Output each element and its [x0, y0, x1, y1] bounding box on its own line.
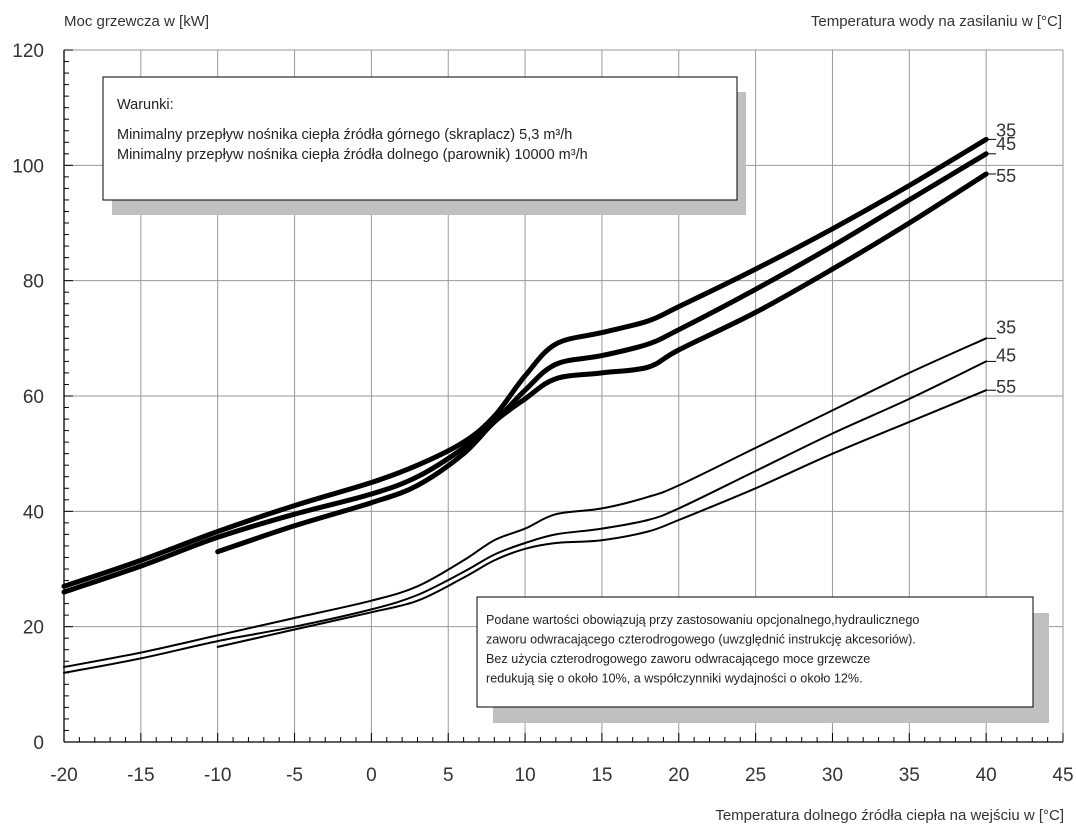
- x-tick-label: 35: [899, 765, 920, 786]
- note-box-line: Podane wartości obowiązują przy zastosow…: [486, 613, 919, 627]
- x-tick-label: 25: [745, 765, 766, 786]
- annotation-boxes: Warunki: Minimalny przepływ nośnika ciepł…: [102, 76, 1049, 723]
- series-line-thin-45: [63, 360, 988, 674]
- x-tick-label: 40: [976, 765, 997, 786]
- x-tick-label: -20: [50, 765, 77, 786]
- series-lines: [61, 136, 989, 674]
- x-tick-label: -5: [286, 765, 303, 786]
- series-line-heavy-45: [61, 151, 989, 595]
- minor-ticks: [63, 49, 1064, 743]
- x-tick-label: 15: [591, 765, 612, 786]
- series-label-thin-45: 45: [996, 345, 1016, 365]
- conditions-box: [102, 76, 738, 201]
- series-label-thin-55: 55: [996, 377, 1016, 397]
- x-tick-label: 10: [515, 765, 536, 786]
- y-tick-label: 40: [23, 502, 44, 523]
- conditions-box-line: Minimalny przepływ nośnika ciepła źródła…: [117, 147, 588, 163]
- x-tick-label: 0: [366, 765, 377, 786]
- series-line-thin-55: [216, 389, 988, 648]
- series-line-heavy-55: [215, 171, 989, 555]
- y-tick-label: 120: [12, 41, 44, 62]
- note-box: [476, 596, 1034, 708]
- x-tick-label: 30: [822, 765, 843, 786]
- x-tick-label: -10: [204, 765, 231, 786]
- x-tick-label: -15: [127, 765, 154, 786]
- x-tick-label: 20: [668, 765, 689, 786]
- x-axis-label: Temperatura dolnego źródła ciepła na wej…: [715, 807, 1064, 824]
- note-box-line: redukują się o około 10%, a współczynnik…: [486, 672, 863, 686]
- series-line-thin-35: [63, 337, 988, 668]
- series-label-thin-35: 35: [996, 317, 1016, 337]
- series-label-heavy-35: 35: [996, 120, 1016, 140]
- conditions-box-line: Minimalny przepływ nośnika ciepła źródła…: [117, 127, 572, 143]
- y-axis-label: Moc grzewcza w [kW]: [64, 13, 209, 30]
- y-tick-label: 60: [23, 387, 44, 408]
- x-tick-label: 45: [1052, 765, 1073, 786]
- series-group-label: Temperatura wody na zasilaniu w [°C]: [811, 13, 1062, 30]
- y-tick-label: 20: [23, 618, 44, 639]
- axes: [63, 50, 1063, 743]
- x-tick-label: 5: [443, 765, 454, 786]
- conditions-box-line: Warunki:: [117, 97, 174, 113]
- tick-labels: -20 -15 -10 -5 0 5 10 15 20 25 30 35 40 45 0 20 40 60 80 10…: [12, 41, 1073, 786]
- note-box-line: zaworu odwracającego czterodrogowego (uw…: [486, 633, 916, 647]
- y-tick-label: 0: [33, 733, 44, 754]
- y-tick-label: 80: [23, 272, 44, 293]
- series-line-heavy-35: [61, 136, 989, 589]
- note-box-line: Bez użycia czterodrogowego zaworu odwrac…: [486, 652, 870, 666]
- series-label-heavy-45: 45: [996, 134, 1016, 154]
- series-label-heavy-55: 55: [996, 166, 1016, 186]
- y-tick-label: 100: [12, 156, 44, 177]
